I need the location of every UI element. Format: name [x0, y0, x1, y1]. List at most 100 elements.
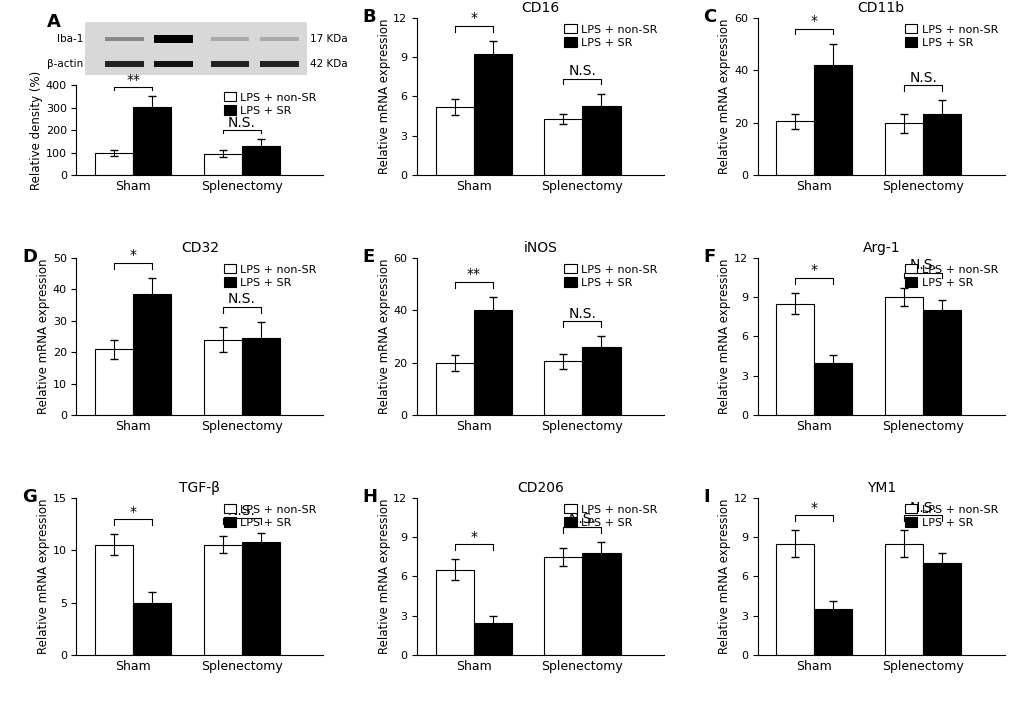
- Bar: [544, 119, 582, 175]
- Text: C: C: [703, 8, 716, 26]
- Text: N.S.: N.S.: [908, 501, 936, 515]
- Text: N.S.: N.S.: [908, 71, 936, 85]
- Title: CD206: CD206: [517, 481, 564, 495]
- Bar: [582, 553, 620, 655]
- Text: **: **: [126, 73, 140, 87]
- Bar: [813, 609, 852, 655]
- Text: D: D: [22, 248, 37, 266]
- Bar: [775, 543, 813, 655]
- Title: CD16: CD16: [521, 1, 559, 15]
- Bar: [473, 622, 512, 655]
- Legend: LPS + non-SR, LPS + SR: LPS + non-SR, LPS + SR: [222, 91, 318, 117]
- Text: G: G: [22, 488, 37, 506]
- Legend: LPS + non-SR, LPS + SR: LPS + non-SR, LPS + SR: [562, 263, 658, 289]
- Title: CD11b: CD11b: [857, 1, 904, 15]
- Bar: [435, 107, 473, 175]
- Bar: [132, 603, 171, 655]
- Text: 17 KDa: 17 KDa: [310, 34, 347, 44]
- Title: TGF-β: TGF-β: [179, 481, 220, 495]
- Legend: LPS + non-SR, LPS + SR: LPS + non-SR, LPS + SR: [222, 503, 318, 529]
- Bar: [154, 61, 193, 67]
- Y-axis label: Relative mRNA expression: Relative mRNA expression: [377, 498, 390, 654]
- Y-axis label: Relative mRNA expression: Relative mRNA expression: [717, 259, 731, 414]
- Text: N.S.: N.S.: [568, 64, 596, 78]
- Y-axis label: Relative mRNA expression: Relative mRNA expression: [377, 259, 390, 414]
- Bar: [260, 61, 299, 67]
- Bar: [95, 545, 132, 655]
- Bar: [204, 340, 242, 416]
- Text: *: *: [129, 505, 137, 519]
- Text: *: *: [129, 248, 137, 262]
- Bar: [884, 123, 922, 175]
- Bar: [154, 35, 193, 43]
- Y-axis label: Relative mRNA expression: Relative mRNA expression: [37, 498, 50, 654]
- Legend: LPS + non-SR, LPS + SR: LPS + non-SR, LPS + SR: [562, 23, 658, 49]
- Y-axis label: Relative mRNA expression: Relative mRNA expression: [717, 19, 731, 175]
- Text: E: E: [363, 248, 375, 266]
- Bar: [242, 542, 279, 655]
- Bar: [473, 310, 512, 416]
- FancyBboxPatch shape: [86, 22, 307, 75]
- Bar: [775, 304, 813, 416]
- Text: F: F: [703, 248, 715, 266]
- Bar: [204, 154, 242, 175]
- Text: N.S.: N.S.: [908, 258, 936, 272]
- Bar: [210, 61, 249, 67]
- Text: 42 KDa: 42 KDa: [310, 59, 347, 69]
- Bar: [95, 349, 132, 416]
- Text: Iba-1: Iba-1: [57, 34, 84, 44]
- Bar: [813, 65, 852, 175]
- Text: H: H: [363, 488, 377, 506]
- Bar: [435, 363, 473, 416]
- Bar: [884, 297, 922, 416]
- Text: A: A: [47, 13, 61, 31]
- Bar: [105, 61, 144, 67]
- Y-axis label: Relative mRNA expression: Relative mRNA expression: [717, 498, 731, 654]
- Text: *: *: [810, 14, 817, 28]
- Text: *: *: [810, 264, 817, 278]
- Legend: LPS + non-SR, LPS + SR: LPS + non-SR, LPS + SR: [903, 23, 999, 49]
- Text: N.S.: N.S.: [227, 503, 256, 517]
- Bar: [582, 106, 620, 175]
- Bar: [884, 543, 922, 655]
- Y-axis label: Relative mRNA expression: Relative mRNA expression: [37, 259, 50, 414]
- Bar: [922, 114, 960, 175]
- Legend: LPS + non-SR, LPS + SR: LPS + non-SR, LPS + SR: [903, 503, 999, 529]
- Text: B: B: [363, 8, 376, 26]
- Bar: [544, 557, 582, 655]
- Text: N.S.: N.S.: [568, 307, 596, 320]
- Text: *: *: [470, 529, 477, 543]
- Bar: [582, 347, 620, 416]
- Text: β-actin: β-actin: [47, 59, 84, 69]
- Bar: [132, 107, 171, 175]
- Text: *: *: [470, 11, 477, 25]
- Bar: [922, 564, 960, 655]
- Text: **: **: [467, 267, 480, 281]
- Bar: [775, 121, 813, 175]
- Bar: [242, 338, 279, 416]
- Legend: LPS + non-SR, LPS + SR: LPS + non-SR, LPS + SR: [562, 503, 658, 529]
- Bar: [210, 37, 249, 41]
- Bar: [105, 37, 144, 41]
- Bar: [132, 294, 171, 416]
- Text: *: *: [810, 501, 817, 515]
- Bar: [95, 153, 132, 175]
- Title: iNOS: iNOS: [523, 241, 557, 255]
- Bar: [922, 310, 960, 416]
- Legend: LPS + non-SR, LPS + SR: LPS + non-SR, LPS + SR: [222, 263, 318, 289]
- Title: Arg-1: Arg-1: [862, 241, 899, 255]
- Title: YM1: YM1: [866, 481, 895, 495]
- Legend: LPS + non-SR, LPS + SR: LPS + non-SR, LPS + SR: [903, 263, 999, 289]
- Text: I: I: [703, 488, 709, 506]
- Text: N.S.: N.S.: [227, 292, 256, 306]
- Bar: [544, 362, 582, 416]
- Bar: [813, 363, 852, 416]
- Title: CD32: CD32: [180, 241, 219, 255]
- Bar: [260, 37, 299, 41]
- Bar: [435, 570, 473, 655]
- Bar: [242, 146, 279, 175]
- Text: N.S.: N.S.: [227, 116, 256, 130]
- Y-axis label: Relative mRNA expression: Relative mRNA expression: [377, 19, 390, 175]
- Text: N.S.: N.S.: [568, 512, 596, 526]
- Y-axis label: Relative density (%): Relative density (%): [30, 71, 43, 190]
